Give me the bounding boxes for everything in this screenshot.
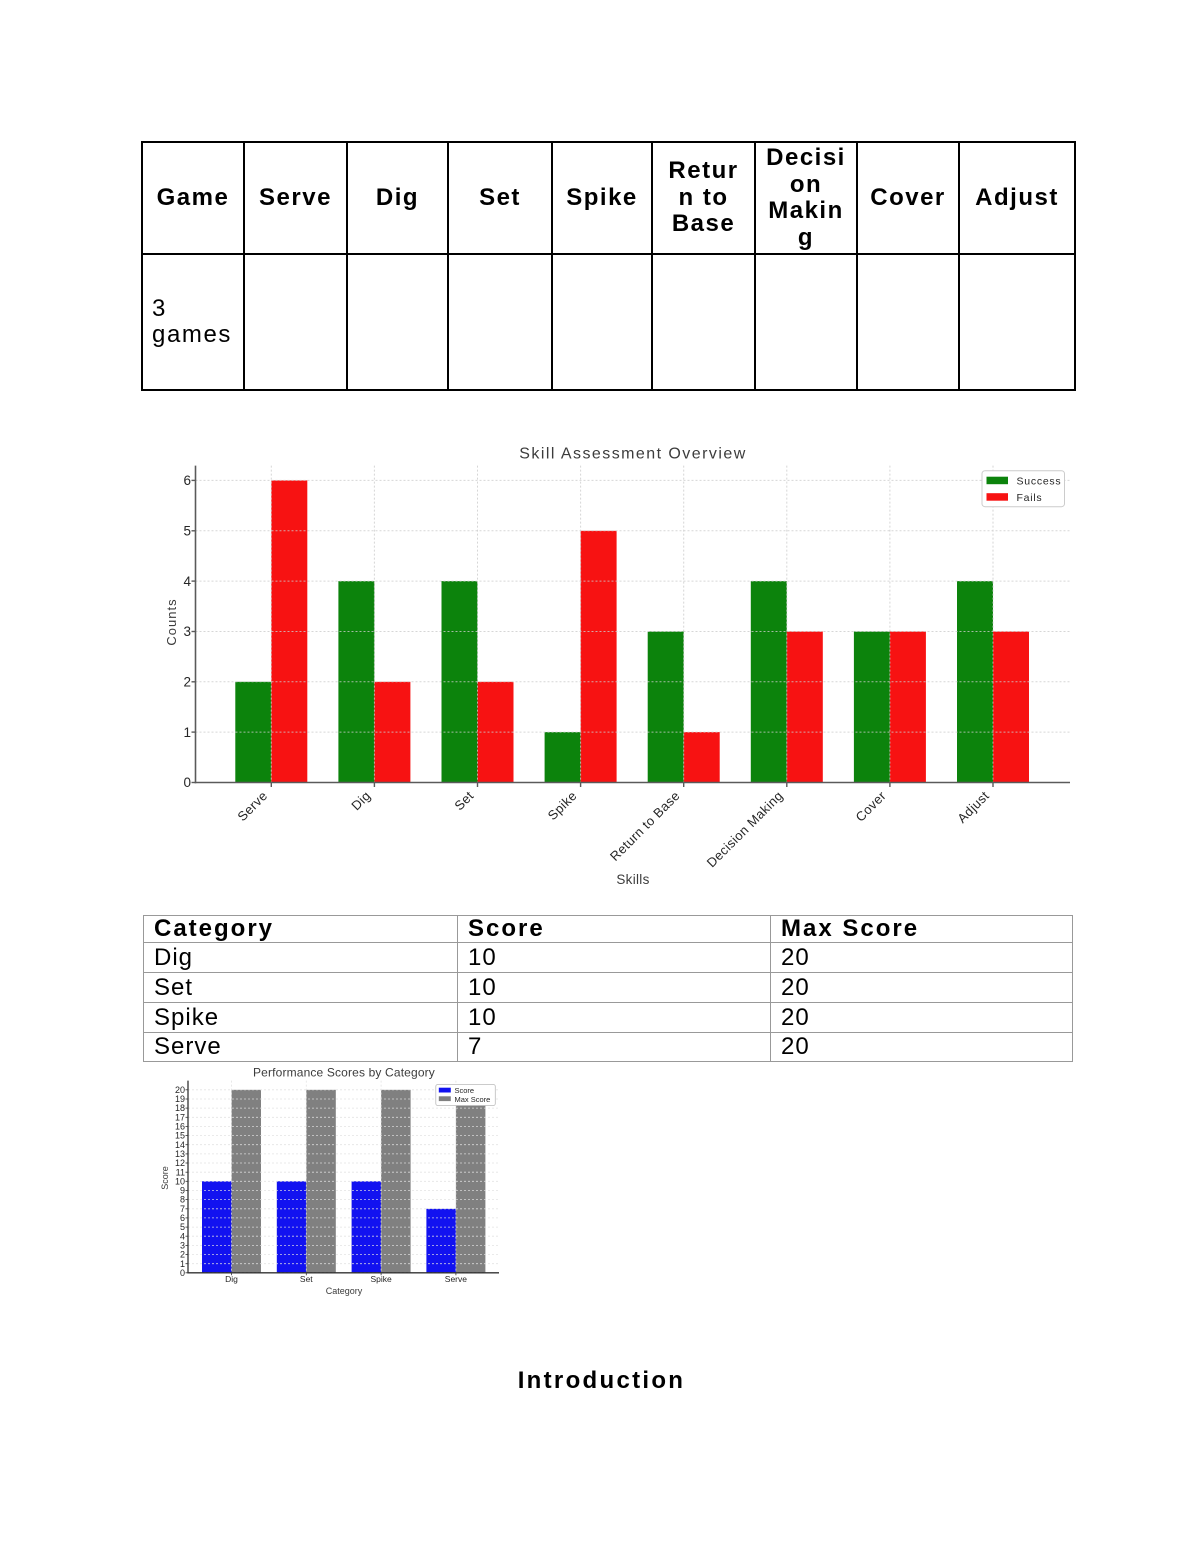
svg-text:0: 0 (180, 1268, 185, 1278)
svg-text:4: 4 (180, 1231, 185, 1241)
svg-text:0: 0 (183, 775, 191, 790)
svg-text:2: 2 (183, 675, 191, 690)
svg-text:19: 19 (175, 1094, 185, 1104)
svg-text:13: 13 (175, 1149, 185, 1159)
svg-text:20: 20 (175, 1085, 185, 1095)
svg-text:Set: Set (300, 1274, 313, 1284)
svg-text:Score: Score (455, 1086, 475, 1095)
svg-text:Cover: Cover (852, 788, 889, 825)
svg-text:Adjust: Adjust (954, 788, 992, 826)
svg-text:3: 3 (180, 1241, 185, 1251)
svg-text:Set: Set (451, 788, 476, 813)
svg-text:Max Score: Max Score (455, 1095, 491, 1104)
svg-text:8: 8 (180, 1195, 185, 1205)
svg-text:Return to Base: Return to Base (607, 788, 683, 864)
svg-text:Performance Scores by Category: Performance Scores by Category (253, 1066, 435, 1080)
svg-text:Dig: Dig (348, 788, 373, 813)
svg-text:Spike: Spike (370, 1274, 392, 1284)
svg-text:12: 12 (175, 1158, 185, 1168)
svg-text:3: 3 (183, 624, 191, 639)
svg-text:Score: Score (160, 1166, 170, 1190)
svg-text:Serve: Serve (445, 1274, 467, 1284)
svg-text:Dig: Dig (225, 1274, 238, 1284)
svg-text:1: 1 (180, 1259, 185, 1269)
svg-text:Skill Assessment Overview: Skill Assessment Overview (519, 446, 746, 463)
svg-text:5: 5 (183, 524, 191, 539)
svg-text:7: 7 (180, 1204, 185, 1214)
svg-text:Counts: Counts (164, 598, 179, 645)
svg-text:18: 18 (175, 1103, 185, 1113)
svg-text:Skills: Skills (616, 872, 649, 887)
svg-text:1: 1 (183, 725, 191, 740)
svg-text:14: 14 (175, 1140, 185, 1150)
svg-text:Category: Category (326, 1286, 363, 1296)
svg-text:6: 6 (183, 473, 191, 488)
svg-text:2: 2 (180, 1250, 185, 1260)
svg-text:11: 11 (176, 1167, 185, 1177)
svg-text:10: 10 (175, 1176, 185, 1186)
svg-text:16: 16 (175, 1122, 185, 1132)
svg-text:15: 15 (175, 1131, 185, 1141)
svg-text:Decision Making: Decision Making (704, 788, 786, 870)
svg-text:Success: Success (1017, 476, 1062, 488)
svg-text:Fails: Fails (1017, 492, 1043, 504)
svg-text:4: 4 (183, 574, 191, 589)
svg-text:17: 17 (175, 1112, 185, 1122)
svg-text:Serve: Serve (234, 788, 270, 824)
svg-text:Spike: Spike (545, 788, 580, 823)
svg-text:9: 9 (180, 1186, 185, 1196)
svg-text:5: 5 (180, 1222, 185, 1232)
svg-text:6: 6 (180, 1213, 185, 1223)
